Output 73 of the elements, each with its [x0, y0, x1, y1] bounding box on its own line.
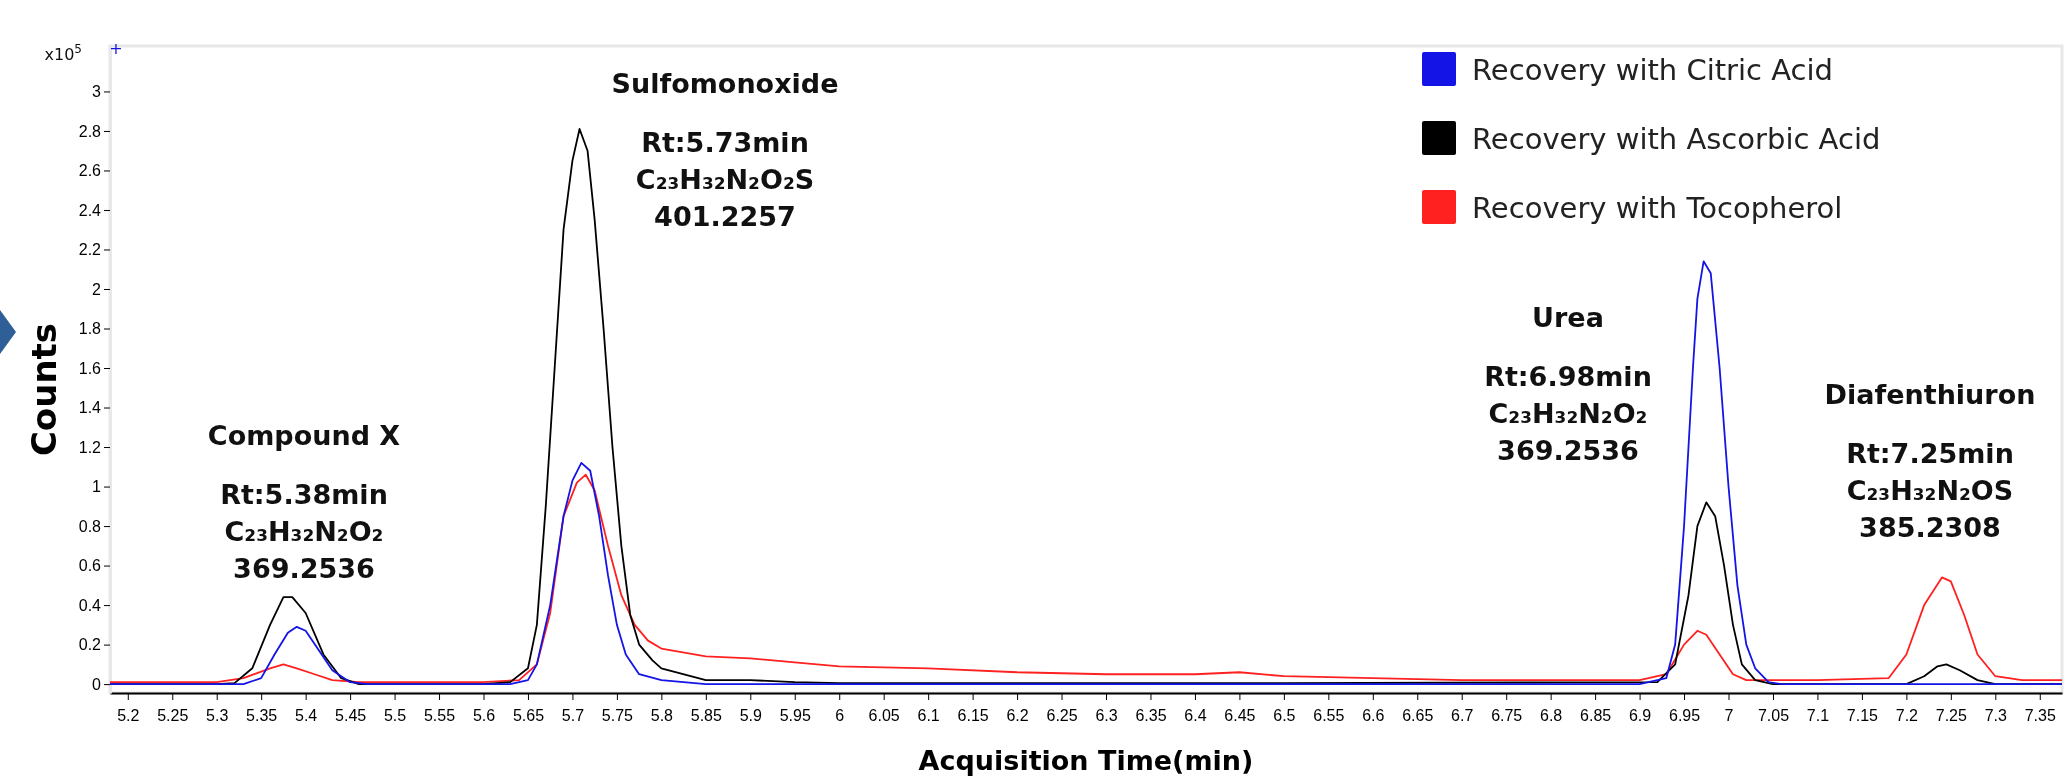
- y-tick-label: 0.8: [78, 517, 102, 535]
- y-tick-label: 2.2: [78, 241, 102, 259]
- x-axis-title: Acquisition Time(min): [918, 745, 1254, 776]
- x-tick-label: 5.95: [779, 706, 811, 724]
- y-tick-label: 2.6: [78, 162, 102, 180]
- y-tick-label: 1.2: [78, 438, 102, 456]
- x-tick-label: 7.1: [1806, 706, 1830, 724]
- x-tick-label: 6.7: [1451, 706, 1474, 724]
- x-tick-label: 6.6: [1362, 706, 1385, 724]
- x-tick-label: 5.6: [472, 706, 496, 724]
- x-tick-label: 7.25: [1935, 706, 1968, 724]
- y-tick-label: 1.8: [78, 320, 102, 338]
- x-tick-label: 6.35: [1135, 706, 1167, 724]
- x-tick-label: 7.35: [2024, 706, 2056, 724]
- x-tick-label: 6.9: [1628, 706, 1652, 724]
- x-tick-label: 6.55: [1313, 706, 1345, 724]
- x-tick-label: 5.5: [383, 706, 407, 724]
- y-tick-label: 2: [92, 280, 102, 298]
- y-tick-label: 0.4: [78, 596, 102, 614]
- x-tick-label: 5.45: [335, 706, 367, 724]
- annotation: Urea Rt:6.98min C₂₃H₃₂N₂O₂ 369.2536: [1484, 302, 1652, 466]
- x-tick-label: 7.15: [1846, 706, 1879, 724]
- y-tick-label: 2.8: [78, 122, 102, 140]
- x-tick-label: 6.85: [1580, 706, 1612, 724]
- legend-label: Recovery with Citric Acid: [1472, 53, 1833, 87]
- x-tick-label: 5.8: [650, 706, 674, 724]
- x-tick-label: 5.85: [690, 706, 722, 724]
- x-tick-label: 7.05: [1757, 706, 1790, 724]
- y-tick-label: 1.4: [78, 399, 102, 417]
- annotation: +: [109, 39, 123, 58]
- y-tick-label: 0.6: [78, 557, 102, 575]
- line-series: [109, 260, 2063, 686]
- y-tick-label: 1.6: [78, 359, 102, 377]
- x-tick-label: 6.75: [1491, 706, 1523, 724]
- y-tick-label: 0: [92, 675, 102, 693]
- annotation: Sulfomonoxide Rt:5.73min C₂₃H₃₂N₂O₂S 401.2257: [611, 68, 839, 232]
- annotation: Diafenthiuron Rt:7.25min C₂₃H₃₂N₂OS 385.2308: [1824, 379, 2036, 543]
- x-tick-label: 6.95: [1668, 706, 1701, 724]
- x-tick-label: 5.9: [739, 706, 763, 724]
- y-tick-label: 2.4: [78, 201, 102, 219]
- x-tick-label: 6.05: [868, 706, 900, 724]
- x-tick-label: 6: [835, 706, 845, 724]
- y-axis-title: Counts: [24, 322, 64, 457]
- x-tick-label: 5.75: [601, 706, 634, 724]
- x-tick-label: 5.7: [561, 706, 585, 724]
- x-tick-label: 6.25: [1046, 706, 1078, 724]
- x-tick-label: 7: [1724, 706, 1734, 724]
- x-tick-label: 5.25: [157, 706, 189, 724]
- x-tick-label: 6.8: [1540, 706, 1563, 724]
- x-tick-label: 5.65: [512, 706, 545, 724]
- x-tick-label: 6.15: [957, 706, 989, 724]
- x-tick-label: 7.2: [1895, 706, 1919, 724]
- x-tick-label: 6.4: [1184, 706, 1207, 724]
- x-tick-label: 5.3: [206, 706, 229, 724]
- x-tick-label: 6.3: [1095, 706, 1118, 724]
- annotation: Compound X Rt:5.38min C₂₃H₃₂N₂O₂ 369.2536: [207, 420, 401, 584]
- y-tick-label: 1: [92, 478, 102, 496]
- x-tick-label: 6.45: [1224, 706, 1256, 724]
- y-tick-label: 3: [92, 83, 102, 101]
- legend-label: Recovery with Ascorbic Acid: [1472, 122, 1881, 156]
- legend-label: Recovery with Tocopherol: [1472, 191, 1843, 225]
- x-tick-label: 7.3: [1984, 706, 2008, 724]
- x-tick-label: 6.65: [1402, 706, 1434, 724]
- x-tick-label: 6.5: [1273, 706, 1296, 724]
- text: x10$^{5}$: [44, 42, 82, 64]
- y-tick-label: 0.2: [78, 636, 102, 654]
- x-tick-label: 5.2: [117, 706, 140, 724]
- x-tick-label: 6.2: [1006, 706, 1029, 724]
- x-tick-label: 5.35: [246, 706, 278, 724]
- x-tick-label: 5.4: [295, 706, 318, 724]
- x-tick-label: 5.55: [423, 706, 456, 724]
- line-series: [109, 473, 2063, 684]
- x-tick-label: 6.1: [917, 706, 940, 724]
